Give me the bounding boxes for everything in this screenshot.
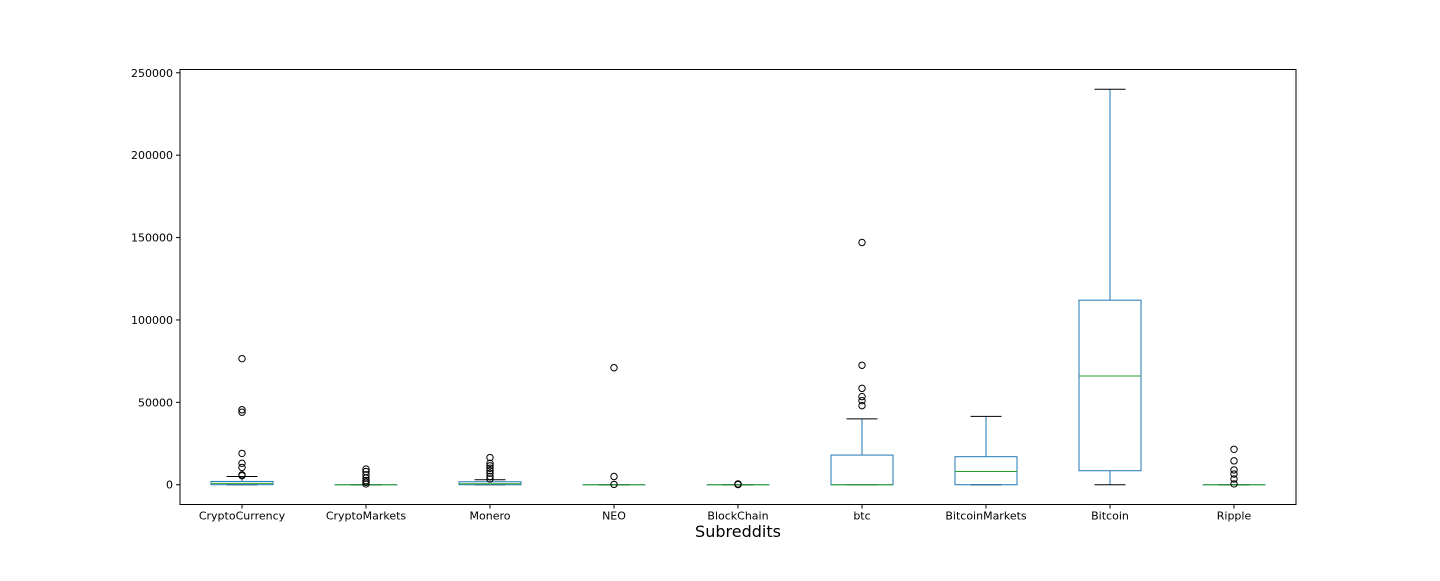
y-tick-label: 50000: [138, 396, 173, 409]
outlier-point: [859, 362, 865, 368]
x-axis-title: Subreddits: [695, 522, 781, 541]
x-tick-label: BlockChain: [707, 510, 768, 523]
box-group-btc: [831, 239, 893, 484]
y-axis: 0 50000 100000 150000 200000 250000: [131, 67, 180, 492]
x-tick-label: btc: [853, 510, 870, 523]
box-group-ripple: [1203, 446, 1265, 487]
box-group-cryptocurrency: [211, 355, 273, 484]
box-group-bitcoin: [1079, 89, 1141, 484]
x-tick-label: Bitcoin: [1091, 510, 1129, 523]
x-tick-label: NEO: [602, 510, 626, 523]
outlier-point: [239, 450, 245, 456]
box-group-monero: [459, 454, 521, 484]
box-group-blockchain: [707, 481, 769, 488]
outlier-point: [859, 239, 865, 245]
box-iqr: [831, 455, 893, 485]
y-tick-label: 100000: [131, 314, 173, 327]
box-group-cryptomarkets: [335, 466, 397, 487]
x-tick-label: Ripple: [1217, 510, 1252, 523]
y-tick-label: 200000: [131, 149, 173, 162]
y-tick-label: 0: [166, 479, 173, 492]
x-tick-label: CryptoMarkets: [326, 510, 407, 523]
boxes-layer: [211, 89, 1265, 487]
outlier-point: [1231, 446, 1237, 452]
box-group-neo: [583, 365, 645, 488]
box-iqr: [1079, 300, 1141, 471]
box-group-bitcoinmarkets: [955, 416, 1017, 484]
outlier-point: [239, 460, 245, 466]
x-axis: CryptoCurrency CryptoMarkets Monero NEO Bloc…: [199, 505, 1252, 523]
outlier-point: [611, 473, 617, 479]
x-tick-label: BitcoinMarkets: [945, 510, 1027, 523]
outlier-point: [859, 385, 865, 391]
x-tick-label: CryptoCurrency: [199, 510, 286, 523]
box-iqr: [955, 457, 1017, 485]
outlier-point: [859, 393, 865, 399]
y-tick-label: 250000: [131, 67, 173, 80]
y-tick-label: 150000: [131, 232, 173, 245]
plot-area-frame: [180, 70, 1296, 505]
outlier-point: [1231, 467, 1237, 473]
outlier-point: [239, 355, 245, 361]
x-tick-label: Monero: [470, 510, 511, 523]
outlier-point: [611, 365, 617, 371]
outlier-point: [1231, 458, 1237, 464]
